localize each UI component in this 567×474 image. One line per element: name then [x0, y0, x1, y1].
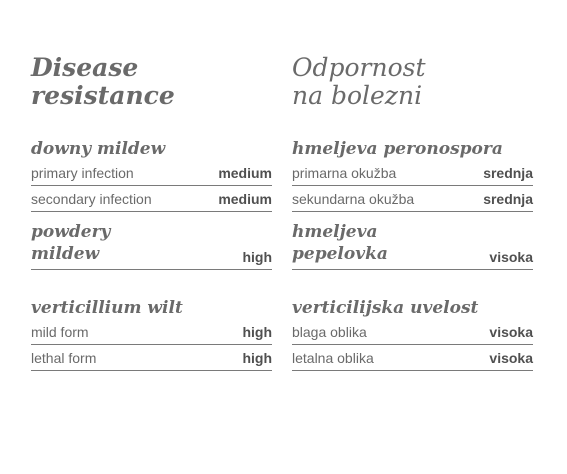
table-row: primarna okužba srednja [292, 160, 533, 186]
title-line-2: na bolezni [292, 81, 423, 110]
section-heading: hmeljeva pepelovka [292, 221, 388, 265]
heading-line-2: mildew [31, 244, 100, 264]
row-value: medium [218, 191, 272, 207]
row-value: srednja [483, 191, 533, 207]
row-label: mild form [31, 324, 89, 340]
verticillium-section-en: verticillium wilt mild form high lethal … [31, 297, 272, 371]
downy-mildew-section-en: downy mildew primary infection medium se… [31, 138, 272, 212]
table-row: blaga oblika visoka [292, 319, 533, 345]
table-row: lethal form high [31, 345, 272, 371]
verticillium-section-sl: verticilijska uvelost blaga oblika visok… [292, 297, 533, 371]
table-row: secondary infection medium [31, 186, 272, 212]
row-value: medium [218, 165, 272, 181]
table-row: primary infection medium [31, 160, 272, 186]
table-row: powdery mildew high [31, 221, 272, 270]
page-title-en: Disease resistance [31, 54, 272, 110]
row-label: lethal form [31, 350, 97, 366]
table-row: hmeljeva pepelovka visoka [292, 221, 533, 270]
row-label: primarna okužba [292, 165, 397, 181]
row-label: letalna oblika [292, 350, 374, 366]
powdery-mildew-section-sl: hmeljeva pepelovka visoka [292, 221, 533, 270]
heading-line-1: powdery [31, 222, 111, 242]
title-line-2: resistance [31, 81, 175, 110]
row-label: blaga oblika [292, 324, 367, 340]
row-value: high [242, 350, 272, 366]
section-heading: hmeljeva peronospora [292, 139, 503, 159]
table-row: letalna oblika visoka [292, 345, 533, 371]
table-row: sekundarna okužba srednja [292, 186, 533, 212]
page-title-sl: Odpornost na bolezni [292, 54, 533, 110]
section-heading: powdery mildew [31, 221, 110, 265]
row-value: srednja [483, 165, 533, 181]
table-row: mild form high [31, 319, 272, 345]
section-heading: verticillium wilt [31, 298, 183, 318]
downy-mildew-section-sl: hmeljeva peronospora primarna okužba sre… [292, 138, 533, 212]
row-label: sekundarna okužba [292, 191, 415, 207]
powdery-mildew-section-en: powdery mildew high [31, 221, 272, 270]
section-heading: verticilijska uvelost [292, 298, 479, 318]
row-value: visoka [489, 324, 533, 340]
row-label: primary infection [31, 165, 134, 181]
section-heading: downy mildew [31, 139, 166, 159]
row-value: high [242, 324, 272, 340]
row-value: high [242, 249, 272, 265]
row-label: secondary infection [31, 191, 152, 207]
title-line-1: Disease [31, 53, 139, 82]
heading-line-2: pepelovka [292, 244, 388, 264]
row-value: visoka [489, 350, 533, 366]
title-line-1: Odpornost [292, 53, 426, 82]
row-value: visoka [489, 249, 533, 265]
heading-line-1: hmeljeva [292, 222, 378, 242]
